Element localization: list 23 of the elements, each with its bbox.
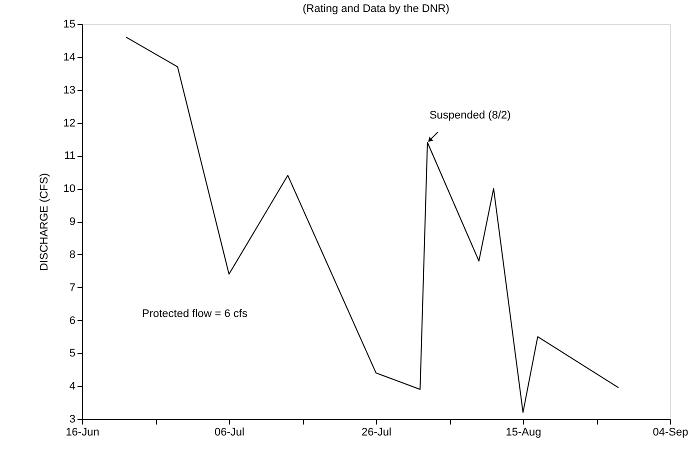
y-tick-label: 4: [69, 380, 76, 393]
annotation: Suspended (8/2): [429, 110, 511, 122]
y-tick-label: 12: [63, 117, 76, 130]
y-tick-label: 13: [63, 84, 76, 96]
y-tick-label: 15: [63, 18, 76, 30]
y-axis-title: DISCHARGE (CFS): [38, 173, 50, 271]
x-tick-label: 15-Aug: [506, 426, 542, 438]
y-tick-label: 7: [69, 282, 76, 294]
y-tick-label: 6: [69, 314, 76, 327]
line-series: [126, 36, 620, 413]
y-tick-label: 8: [69, 248, 76, 261]
x-tick-label: 06-Jul: [214, 426, 244, 438]
y-tick-label: 3: [69, 414, 76, 426]
y-tick-label: 10: [63, 183, 76, 196]
x-tick-label: 16-Jun: [66, 426, 100, 438]
x-tick-label: 26-Jul: [362, 426, 392, 438]
x-tick-label: 04-Sep: [652, 426, 688, 438]
annotation: Protected flow = 6 cfs: [142, 308, 248, 320]
y-tick-label: 14: [63, 51, 76, 64]
y-tick-label: 11: [64, 150, 76, 162]
y-tick-label: 5: [69, 348, 76, 360]
y-tick-label: 9: [69, 216, 76, 228]
chart-title: (Rating and Data by the DNR): [302, 3, 450, 15]
